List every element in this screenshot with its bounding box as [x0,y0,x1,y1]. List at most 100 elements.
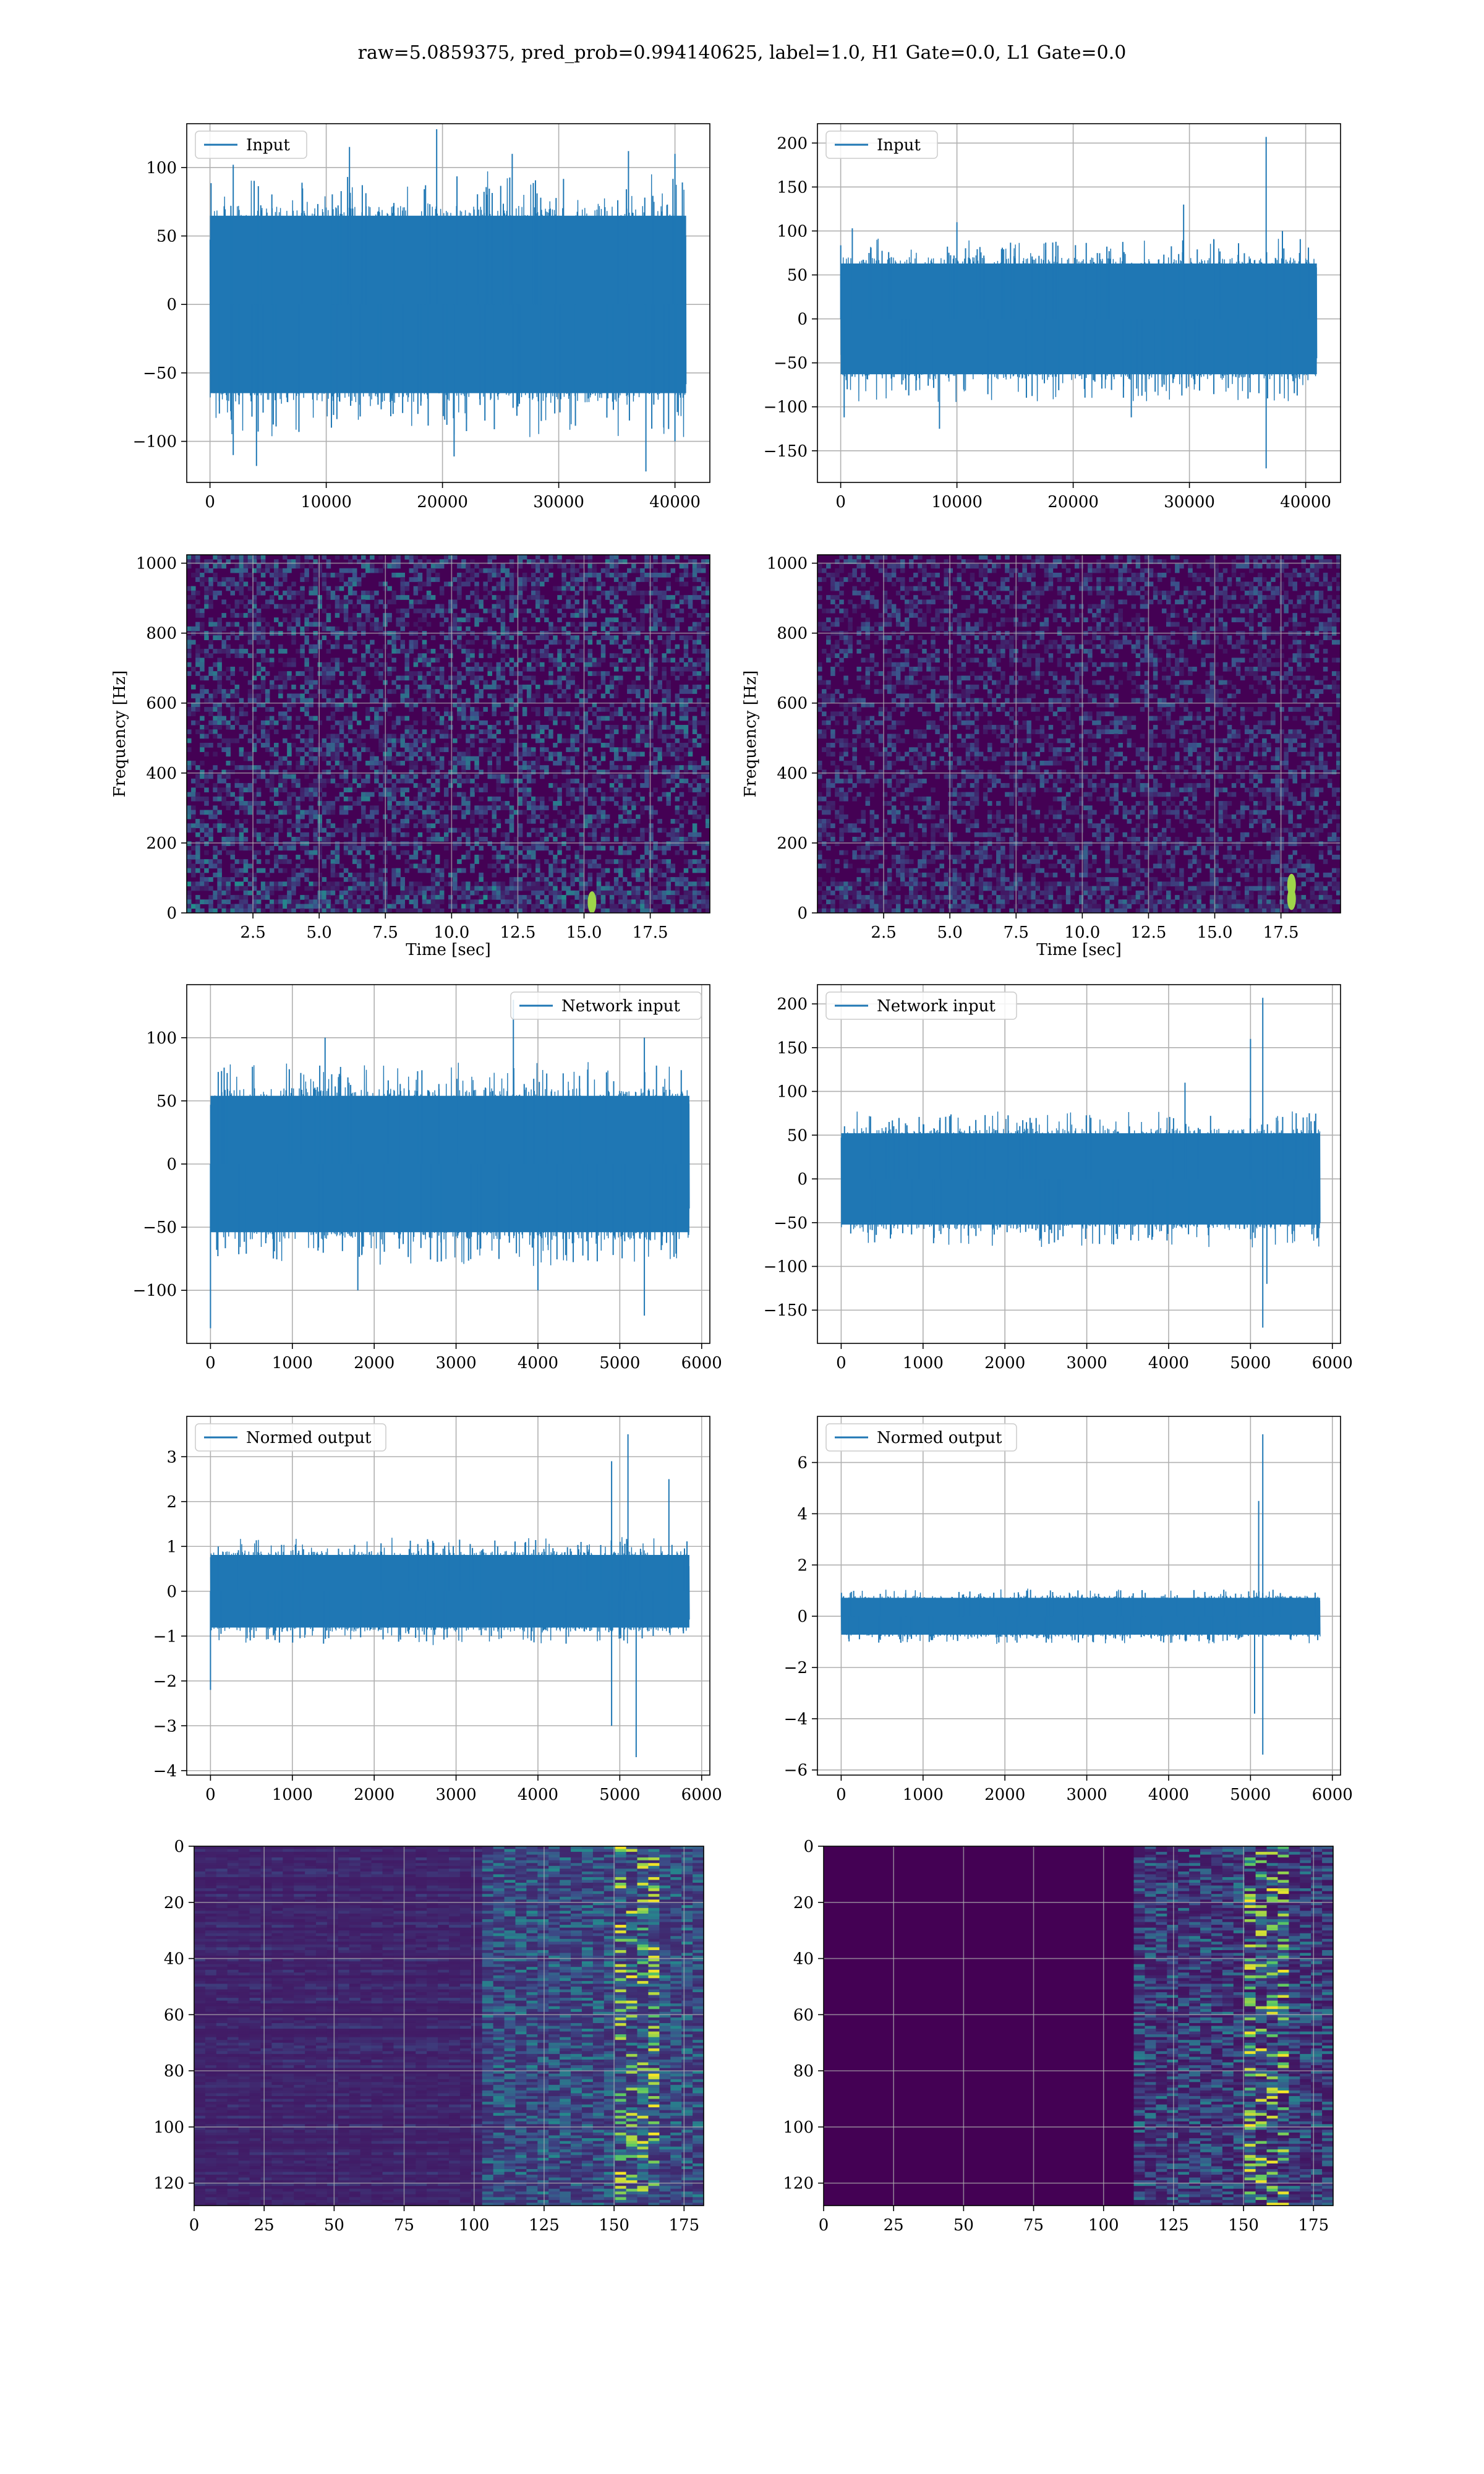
heatmap-cell [426,689,432,694]
x-tick-label: 0 [205,493,215,511]
heatmap-cell [339,729,344,734]
heatmap-cell [509,863,514,869]
heatmap-cell [204,568,209,573]
heatmap-cell [335,599,340,605]
heatmap-cell [356,675,362,681]
heatmap-cell [544,895,549,900]
heatmap-cell [365,613,370,618]
heatmap-cell [618,604,623,609]
heatmap-cell [409,675,414,681]
heatmap-cell [221,778,226,784]
heatmap-cell [535,555,540,560]
heatmap-cell [422,662,427,667]
heatmap-cell [417,608,423,614]
heatmap-cell [430,716,436,721]
heatmap-cell [448,653,453,658]
heatmap-cell [426,886,432,891]
heatmap-cell [574,725,579,730]
heatmap-cell [252,854,257,860]
heatmap-cell [409,599,414,605]
heatmap-cell [492,586,497,591]
heatmap-cell [378,675,383,681]
heatmap-cell [609,640,615,645]
heatmap-cell [335,720,340,726]
heatmap-cell [649,720,654,726]
heatmap-cell [339,693,344,699]
heatmap-cell [413,644,419,649]
heatmap-cell [322,662,327,667]
heatmap-cell [474,666,479,672]
heatmap-cell [592,689,597,694]
heatmap-cell [701,604,706,609]
heatmap-cell [640,774,645,779]
heatmap-cell [343,778,349,784]
heatmap-cell [204,675,209,681]
axes-frame [186,123,710,483]
heatmap-cell [356,617,362,623]
heatmap-cell [283,774,288,779]
heatmap-cell [461,908,466,913]
heatmap-cell [600,890,606,896]
heatmap-cell [701,895,706,900]
heatmap-cell [453,890,458,896]
heatmap-cell [356,774,362,779]
heatmap-cell [605,796,610,802]
heatmap-cell [187,563,192,569]
heatmap-cell [322,810,327,815]
heatmap-cell [387,796,392,802]
heatmap-cell [640,577,645,582]
heatmap-cell [623,716,628,721]
heatmap-cell [679,657,684,663]
heatmap-cell [239,555,244,560]
heatmap-cell [278,805,283,811]
heatmap-cell [283,854,288,860]
heatmap-cell [613,904,619,909]
heatmap-cell [374,832,379,837]
heatmap-cell [596,662,602,667]
heatmap-cell [509,805,514,811]
heatmap-cell [239,747,244,752]
heatmap-cell [439,666,445,672]
heatmap-cell [356,622,362,627]
heatmap-cell [670,819,676,824]
heatmap-cell [492,702,497,708]
heatmap-cell [522,747,527,752]
heatmap-cell [426,595,432,600]
heatmap-cell [426,572,432,578]
heatmap-cell [683,778,689,784]
heatmap-cell [623,725,628,730]
heatmap-cell [500,899,506,905]
heatmap-cell [378,555,383,560]
heatmap-cell [466,796,471,802]
heatmap-cell [339,774,344,779]
heatmap-cell [243,765,249,770]
heatmap-cell [221,640,226,645]
heatmap-cell [666,742,672,748]
heatmap-cell [404,581,410,587]
heatmap-cell [200,877,205,882]
heatmap-cell [430,863,436,869]
heatmap-cell [566,698,571,703]
heatmap-cell [496,783,501,788]
heatmap-cell [226,622,231,627]
heatmap-cell [291,613,296,618]
heatmap-cell [583,734,589,739]
heatmap-cell [252,555,257,560]
heatmap-cell [191,693,196,699]
heatmap-cell [348,577,353,582]
heatmap-cell [356,738,362,743]
heatmap-cell [662,595,667,600]
heatmap-cell [500,666,506,672]
heatmap-cell [522,581,527,587]
heatmap-cell [330,742,336,748]
heatmap-cell [544,698,549,703]
heatmap-cell [252,765,257,770]
heatmap-cell [226,720,231,726]
heatmap-cell [492,734,497,739]
heatmap-cell [679,608,684,614]
heatmap-cell [265,689,270,694]
heatmap-cell [618,711,623,717]
heatmap-cell [417,675,423,681]
heatmap-cell [343,845,349,851]
heatmap-cell [492,680,497,685]
